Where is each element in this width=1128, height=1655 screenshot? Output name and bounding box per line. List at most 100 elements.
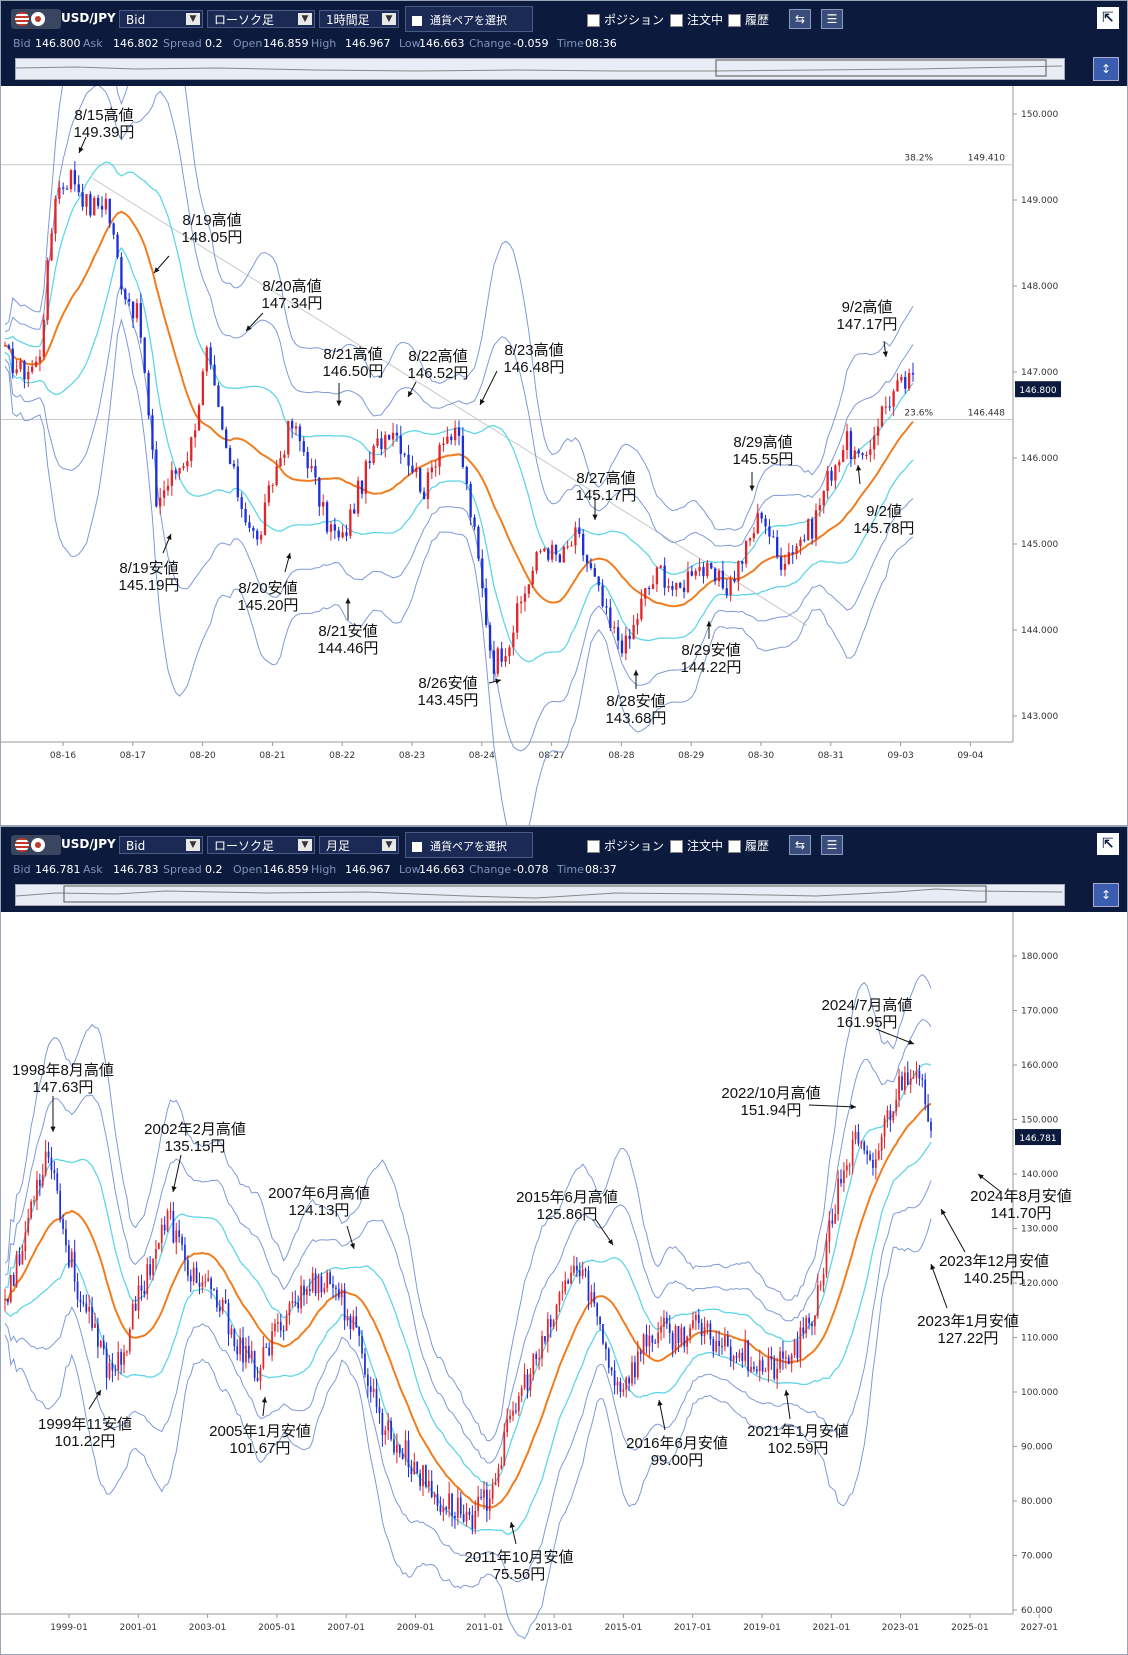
candle-body [900, 376, 903, 381]
candle-body [686, 571, 690, 592]
candle-body [335, 1287, 337, 1289]
candle-body [508, 647, 511, 657]
collapse-arrow-icon[interactable]: ⇱ [1097, 833, 1119, 855]
candle-body [91, 1306, 93, 1328]
x-tick-label: 2011-01 [466, 1623, 504, 1633]
candle-body [19, 360, 22, 370]
candle-body [207, 1278, 210, 1282]
candle-body [648, 1335, 651, 1347]
candle-body [772, 536, 775, 538]
pair-select-button[interactable]: 通貨ペアを選択 [405, 832, 533, 858]
candle-body [232, 463, 236, 467]
pair-checkbox[interactable] [412, 15, 422, 26]
quote-label-change: Change [469, 37, 512, 50]
candle-body [446, 436, 449, 444]
candle-body [787, 1357, 790, 1365]
refresh-icon[interactable]: ⇆ [789, 835, 811, 855]
refresh-icon[interactable]: ⇆ [789, 9, 811, 29]
candle-body [566, 546, 569, 548]
candle-body [776, 537, 779, 557]
annotation-value: 149.39円 [74, 124, 135, 141]
candle-body [7, 1299, 9, 1303]
zoom-button[interactable]: ↕ [1093, 883, 1119, 907]
candle-body [500, 648, 503, 662]
orders-checkbox[interactable] [670, 14, 683, 27]
candle-body [474, 1510, 477, 1530]
candle-body [228, 447, 232, 464]
annotation-label: 2011年10月安値 [465, 1549, 574, 1566]
annotation-label: 2002年2月高値 [144, 1121, 246, 1138]
arrow-head-icon [592, 514, 598, 520]
chart-type-select[interactable]: ローソク足 ▼ [207, 836, 315, 854]
annotation-label: 8/21高値 [323, 346, 382, 363]
collapse-arrow-icon[interactable]: ⇱ [1097, 7, 1119, 29]
settings-list-icon[interactable]: ☰ [821, 9, 843, 29]
candle-body [741, 1352, 744, 1361]
position-checkbox[interactable] [587, 840, 600, 853]
candle-body [927, 1104, 929, 1122]
arrow-head-icon [261, 1397, 268, 1403]
quote-value-time: 08:37 [585, 863, 617, 876]
candle-body [822, 490, 825, 506]
candle-body [671, 586, 674, 590]
arrow-head-icon [345, 598, 351, 604]
quote-value-low: 146.663 [419, 863, 465, 876]
candle-body [387, 1420, 390, 1431]
pair-checkbox[interactable] [412, 841, 422, 852]
candle-body [744, 540, 748, 564]
candle-body [227, 1303, 230, 1335]
candle-body [454, 1515, 456, 1518]
quote-label-high: High [311, 37, 337, 50]
timeframe-select[interactable]: 月足 ▼ [319, 836, 399, 854]
candle-body [531, 570, 534, 585]
candle-body [426, 472, 430, 500]
band-outer-lower [4, 1218, 932, 1640]
chart-navigator[interactable] [15, 884, 1065, 906]
price-type-select[interactable]: Bid ▼ [119, 836, 203, 854]
annotation-value: 125.86円 [537, 1206, 598, 1223]
candle-body [236, 466, 239, 498]
arrow-head-icon [850, 1104, 856, 1110]
candle-body [427, 1480, 430, 1487]
candle-body [395, 432, 399, 436]
history-checkbox[interactable] [728, 14, 741, 27]
hourly-candlestick-chart[interactable]: 150.000 149.000 148.000 147.000 146.000 145.0… [1, 86, 1127, 826]
candle-body [126, 1351, 128, 1353]
candle-body [322, 502, 325, 507]
settings-list-icon[interactable]: ☰ [821, 835, 843, 855]
candle-body [100, 205, 104, 210]
candle-body [361, 1335, 363, 1354]
chart-type-select[interactable]: ローソク足 ▼ [207, 10, 315, 28]
monthly-candlestick-chart[interactable]: 180.000 170.000 160.000 150.000 140.000 130.0… [1, 912, 1127, 1654]
candle-body [198, 1283, 201, 1287]
candle-body [82, 1302, 85, 1304]
annotation-value: 147.63円 [33, 1079, 94, 1096]
arrow-head-icon [509, 1522, 515, 1528]
price-type-select[interactable]: Bid ▼ [119, 10, 203, 28]
candle-body [195, 1267, 198, 1284]
history-checkbox[interactable] [728, 840, 741, 853]
candle-body [403, 453, 406, 455]
candle-body [291, 1301, 294, 1304]
current-price-box [1015, 1129, 1061, 1146]
hourly-chart-panel: USD/JPY Bid ▼ ローソク足 ▼ 1時間足 ▼ 通貨ペアを選択 ポジション … [0, 0, 1128, 826]
zoom-button[interactable]: ↕ [1093, 57, 1119, 81]
pair-select-button[interactable]: 通貨ペアを選択 [405, 6, 533, 32]
y-tick-label: 145.000 [1021, 540, 1058, 550]
quote-label-ask: Ask [83, 863, 103, 876]
candle-body [848, 1165, 851, 1167]
candle-body [434, 466, 437, 468]
candle-body [665, 1317, 668, 1324]
candle-body [544, 1336, 546, 1342]
position-checkbox[interactable] [587, 14, 600, 27]
candle-body [178, 467, 181, 474]
orders-checkbox[interactable] [670, 840, 683, 853]
chart-navigator[interactable] [15, 58, 1065, 80]
timeframe-select[interactable]: 1時間足 ▼ [319, 10, 399, 28]
candle-body [346, 1316, 349, 1321]
candle-body [104, 198, 108, 210]
